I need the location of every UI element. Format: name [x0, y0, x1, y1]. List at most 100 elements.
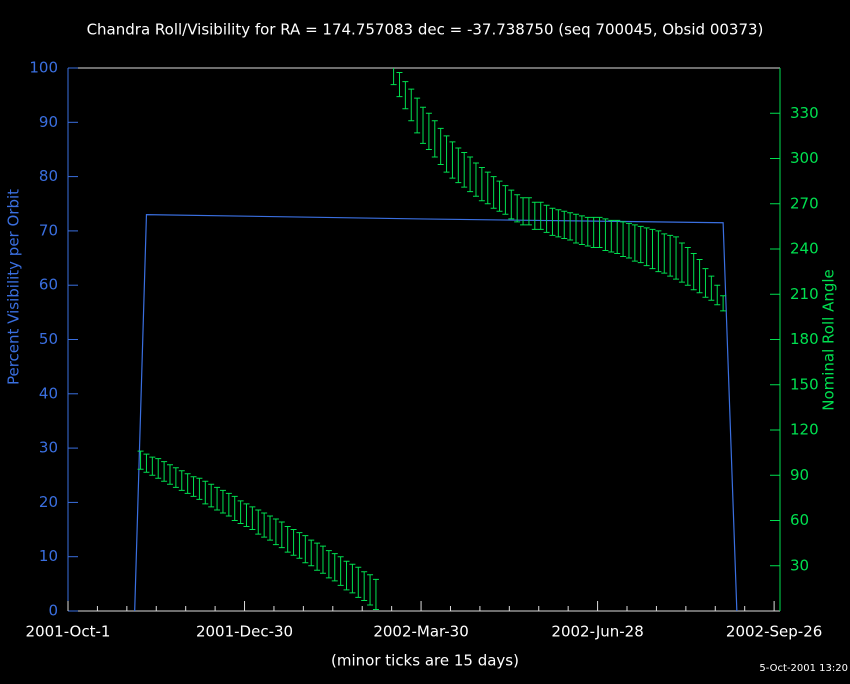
- roll-range-bar: [490, 176, 497, 209]
- roll-range-bar: [361, 571, 368, 601]
- roll-range-bar: [655, 230, 662, 273]
- y2-tick-label: 60: [790, 511, 809, 529]
- roll-range-bar: [484, 171, 491, 205]
- roll-range-bar: [196, 477, 203, 500]
- roll-range-bar: [219, 489, 226, 514]
- roll-range-bar: [202, 480, 209, 505]
- roll-range-bar: [637, 225, 644, 264]
- y2-tick-label: 30: [790, 556, 809, 574]
- roll-range-bar: [431, 120, 438, 158]
- roll-range-bar: [514, 194, 521, 223]
- roll-range-bar: [567, 212, 574, 241]
- roll-range-bar: [625, 222, 632, 259]
- roll-range-bar: [684, 246, 691, 286]
- roll-range-bar: [555, 209, 562, 238]
- roll-range-bar: [461, 151, 468, 188]
- y-tick-label: 100: [29, 59, 58, 77]
- roll-range-bar: [243, 503, 250, 528]
- roll-range-bar: [355, 566, 362, 598]
- y-tick-label: 90: [39, 113, 58, 131]
- roll-range-bar: [614, 219, 621, 255]
- y2-tick-label: 270: [790, 194, 819, 212]
- roll-range-bar: [678, 242, 685, 283]
- y2-tick-label: 90: [790, 466, 809, 484]
- roll-range-bar: [172, 467, 179, 488]
- y2-tick-label: 150: [790, 375, 819, 393]
- roll-range-bar: [467, 156, 474, 193]
- roll-range-bar: [531, 201, 538, 230]
- roll-range-bar: [608, 219, 615, 253]
- y-tick-label: 50: [39, 330, 58, 348]
- roll-range-bar: [690, 253, 697, 291]
- roll-range-bar: [478, 167, 485, 202]
- roll-range-bar: [525, 197, 532, 226]
- roll-range-bar: [225, 492, 232, 517]
- roll-range-bar: [702, 268, 709, 298]
- roll-range-bar: [714, 284, 721, 306]
- roll-range-bar: [443, 135, 450, 173]
- y2-tick-label: 120: [790, 421, 819, 439]
- roll-range-bar: [425, 112, 432, 150]
- roll-range-bar: [319, 545, 326, 574]
- y2-tick-label: 300: [790, 149, 819, 167]
- roll-range-bar: [331, 553, 338, 582]
- roll-range-bar: [649, 228, 656, 270]
- y2-tick-label: 240: [790, 240, 819, 258]
- roll-range-bar: [231, 495, 238, 521]
- roll-range-bar: [661, 233, 668, 274]
- footnote: 5-Oct-2001 13:20: [759, 663, 848, 674]
- roll-range-bar: [602, 218, 609, 252]
- roll-range-bar: [472, 162, 479, 197]
- roll-range-bar: [520, 197, 527, 226]
- roll-range-bar: [143, 453, 150, 473]
- roll-range-bar: [272, 518, 279, 546]
- roll-range-bar: [396, 72, 403, 98]
- chart-title: Chandra Roll/Visibility for RA = 174.757…: [87, 21, 764, 39]
- y-tick-label: 0: [48, 602, 58, 620]
- y-tick-label: 60: [39, 276, 58, 294]
- y-tick-label: 20: [39, 493, 58, 511]
- roll-range-bar: [496, 180, 503, 212]
- roll-range-bar: [643, 227, 650, 267]
- y-tick-label: 40: [39, 384, 58, 402]
- y-tick-label: 80: [39, 167, 58, 185]
- y-tick-label: 30: [39, 439, 58, 457]
- y2-tick-label: 330: [790, 104, 819, 122]
- roll-range-bar: [390, 68, 397, 86]
- roll-range-bar: [372, 578, 379, 610]
- roll-range-bar: [620, 221, 627, 258]
- roll-range-bar: [720, 295, 727, 312]
- x-tick-label: 2002-Sep-26: [726, 623, 822, 641]
- roll-range-bar: [284, 526, 291, 553]
- roll-range-bar: [508, 189, 515, 220]
- roll-range-bar: [308, 539, 315, 567]
- roll-range-bar: [184, 473, 191, 494]
- roll-range-bar: [302, 535, 309, 564]
- roll-range-bar: [349, 563, 356, 594]
- x-tick-label: 2001-Dec-30: [196, 623, 293, 641]
- roll-range-bar: [337, 556, 344, 586]
- roll-range-bar: [155, 458, 162, 479]
- roll-range-bar: [455, 147, 462, 184]
- roll-range-bar: [166, 464, 173, 485]
- roll-range-bar: [314, 542, 321, 571]
- roll-range-bar: [278, 521, 285, 549]
- roll-range-bar: [367, 574, 374, 606]
- roll-range-bar: [596, 216, 603, 248]
- roll-range-bar: [696, 259, 703, 294]
- y-tick-label: 10: [39, 547, 58, 565]
- x-tick-label: 2001-Oct-1: [26, 623, 111, 641]
- roll-range-bar: [149, 456, 156, 476]
- roll-range-bar: [437, 127, 444, 166]
- roll-range-bar: [414, 97, 421, 134]
- roll-range-bar: [290, 529, 297, 556]
- roll-range-bar: [190, 476, 197, 497]
- plot-area: [134, 68, 738, 611]
- roll-range-bar: [573, 213, 580, 244]
- roll-range-bar: [708, 275, 715, 301]
- roll-range-bar: [667, 234, 674, 277]
- roll-range-bar: [584, 216, 591, 247]
- y-axis-label: Percent Visibility per Orbit: [5, 189, 23, 385]
